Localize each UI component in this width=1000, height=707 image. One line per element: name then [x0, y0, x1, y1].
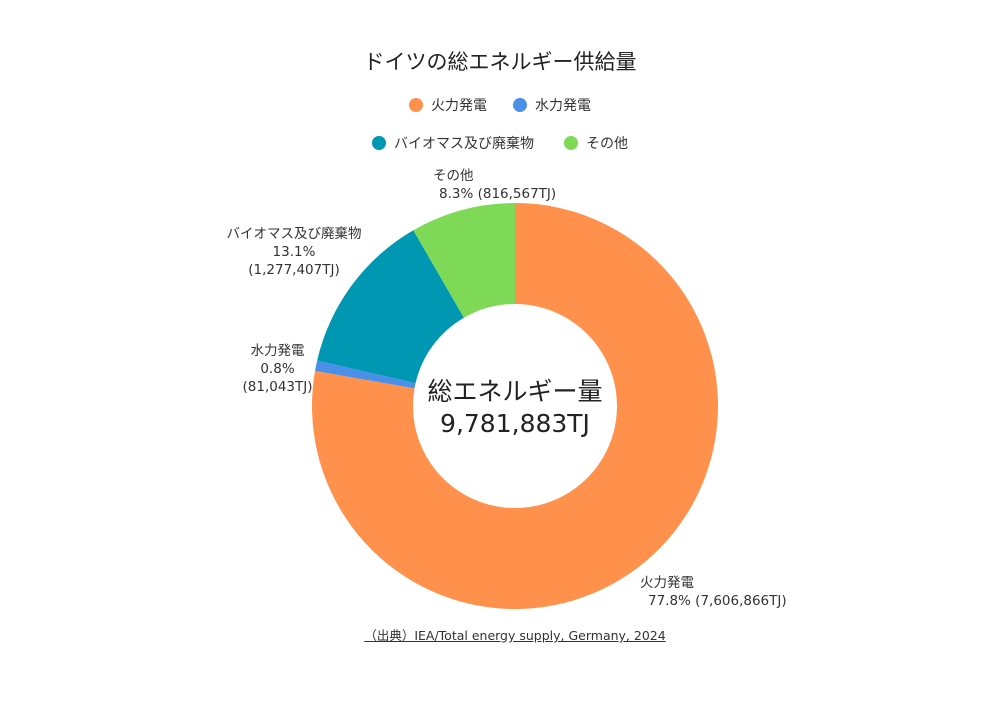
legend-dot-icon: [372, 136, 386, 150]
center-label: 総エネルギー量: [427, 377, 603, 406]
legend-label: その他: [586, 136, 628, 152]
label-hydro-name: 水力発電: [250, 343, 305, 359]
center-value: 9,781,883TJ: [440, 409, 590, 438]
legend-dot-icon: [564, 136, 578, 150]
legend-item-hydro[interactable]: 水力発電: [513, 95, 591, 115]
slice-thermal[interactable]: [312, 203, 718, 609]
source-link[interactable]: （出典）IEA/Total energy supply, Germany, 20…: [364, 628, 666, 643]
slice-biomass[interactable]: [317, 230, 464, 384]
label-thermal-value: 77.8% (7,606,866TJ): [648, 593, 787, 609]
label-hydro-pct: 0.8%: [260, 361, 295, 377]
legend-label: 火力発電: [431, 98, 487, 114]
legend-row-1: 火力発電 水力発電: [0, 95, 1000, 115]
label-biomass-name: バイオマス及び廃棄物: [226, 226, 362, 242]
legend-label: バイオマス及び廃棄物: [394, 136, 534, 152]
slice-other[interactable]: [413, 203, 515, 318]
chart-title: ドイツの総エネルギー供給量: [363, 50, 637, 74]
label-other-name: その他: [433, 168, 474, 184]
legend-item-thermal[interactable]: 火力発電: [409, 95, 487, 115]
donut-slices: [312, 203, 718, 609]
legend-item-other[interactable]: その他: [564, 133, 628, 153]
slice-hydro[interactable]: [315, 360, 416, 389]
label-biomass-amount: (1,277,407TJ): [248, 262, 340, 278]
label-other: その他 8.3% (816,567TJ): [433, 167, 556, 203]
label-hydro-amount: (81,043TJ): [242, 379, 313, 395]
label-biomass-pct: 13.1%: [272, 244, 316, 260]
label-thermal: 火力発電 77.8% (7,606,866TJ): [640, 574, 787, 610]
legend-dot-icon: [409, 98, 423, 112]
legend-dot-icon: [513, 98, 527, 112]
label-hydro: 水力発電 0.8% (81,043TJ): [240, 342, 315, 396]
legend-row-2: バイオマス及び廃棄物 その他: [0, 133, 1000, 153]
label-biomass: バイオマス及び廃棄物 13.1% (1,277,407TJ): [219, 225, 369, 279]
label-other-value: 8.3% (816,567TJ): [439, 186, 557, 202]
legend-item-biomass[interactable]: バイオマス及び廃棄物: [372, 133, 534, 153]
legend-label: 水力発電: [535, 98, 591, 114]
label-thermal-name: 火力発電: [640, 575, 694, 591]
